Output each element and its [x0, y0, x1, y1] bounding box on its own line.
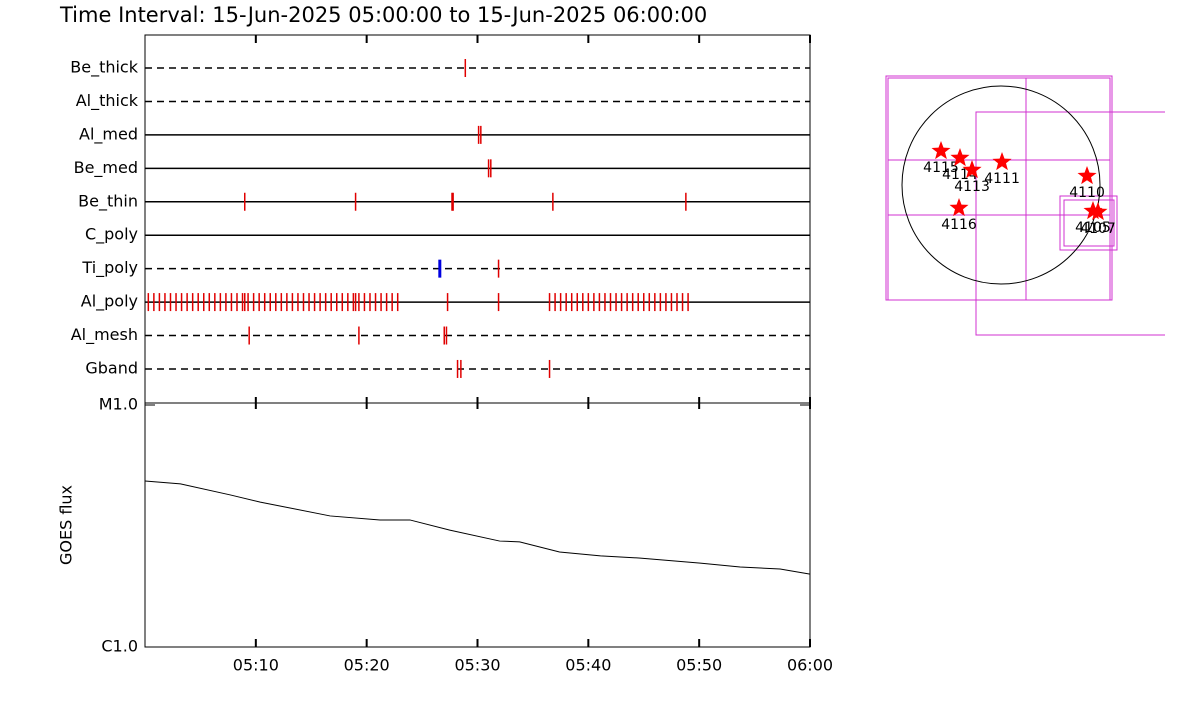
y-tick-label: M1.0 — [99, 395, 138, 414]
goes-curve — [144, 480, 811, 575]
filter-label: Al_thick — [76, 91, 139, 111]
region-label: 4113 — [954, 179, 990, 195]
timeline-frame — [144, 34, 811, 404]
filter-label: Al_poly — [81, 292, 138, 312]
region-label: 4105 — [1075, 220, 1111, 236]
solar-disk — [901, 85, 1101, 285]
y-tick-label: C1.0 — [101, 637, 138, 656]
filter-label: Be_med — [74, 158, 138, 178]
region-label: 4116 — [941, 217, 977, 233]
filter-label: Al_mesh — [71, 325, 138, 345]
x-tick-label: 05:50 — [676, 656, 722, 675]
filter-label: Gband — [85, 358, 138, 377]
filter-label: C_poly — [85, 225, 138, 245]
filter-label: Be_thin — [78, 191, 138, 211]
fov-boxes — [885, 75, 1165, 336]
x-tick-label: 05:30 — [454, 656, 500, 675]
active-region — [1077, 166, 1097, 185]
x-tick-label: 05:20 — [344, 656, 390, 675]
x-tick-label: 06:00 — [787, 656, 833, 675]
title: Time Interval: 15-Jun-2025 05:00:00 to 1… — [59, 3, 707, 27]
active-region — [1088, 202, 1108, 221]
active-region — [950, 148, 970, 167]
active-region — [949, 198, 969, 217]
active-region — [992, 152, 1012, 171]
filter-label: Al_med — [79, 124, 138, 144]
x-tick-label: 05:40 — [565, 656, 611, 675]
y-axis-label: GOES flux — [57, 485, 76, 565]
active-region — [962, 160, 982, 179]
region-label: 4111 — [984, 171, 1020, 187]
region-label: 4115 — [923, 160, 959, 176]
active-region — [931, 141, 951, 160]
region-label: 4110 — [1069, 185, 1105, 201]
filter-label: Ti_poly — [81, 258, 138, 278]
x-tick-label: 05:10 — [233, 656, 279, 675]
filter-label: Be_thick — [70, 58, 138, 78]
goes-frame — [144, 402, 811, 648]
region-label: 4107 — [1080, 221, 1116, 237]
